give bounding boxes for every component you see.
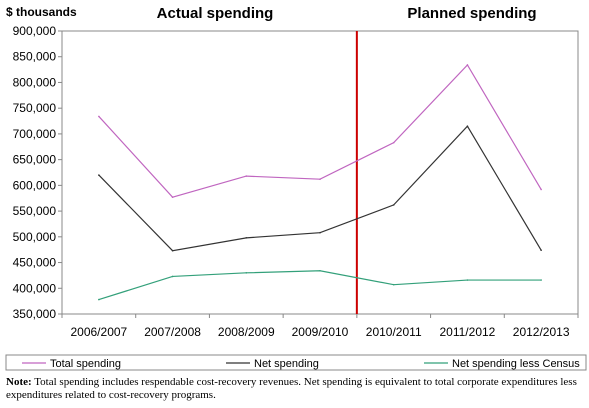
x-tick-label: 2009/2010 [292, 325, 349, 339]
y-tick-label: 850,000 [13, 50, 57, 64]
legend: Total spending Net spending Net spending l… [5, 354, 587, 371]
series-0-point [392, 141, 395, 144]
note-label: Note: [6, 376, 32, 388]
legend-box [5, 354, 587, 371]
series-line-2 [98, 270, 542, 301]
x-tick-label: 2007/2008 [144, 325, 201, 339]
series-0-point [466, 64, 469, 66]
x-tick-label: 2006/2007 [70, 325, 127, 339]
series-0-point [540, 188, 542, 191]
y-tick-label: 750,000 [13, 101, 57, 115]
section-label-planned: Planned spending [407, 5, 536, 22]
series-2-point [540, 279, 542, 281]
note-text: Total spending includes respendable cost… [6, 376, 577, 401]
series-1-point [392, 204, 395, 206]
y-tick-label: 700,000 [13, 127, 57, 141]
series-2-point [319, 269, 321, 272]
footnote: Note: Total spending includes respendabl… [6, 376, 586, 402]
y-tick-label: 900,000 [13, 24, 57, 38]
series-1-point [245, 237, 248, 239]
series-1-point [171, 249, 174, 252]
legend-label-1: Net spending [254, 358, 319, 370]
x-axis: 2006/2007 2007/2008 2008/2009 2009/2010 2010… [61, 314, 579, 339]
y-tick-label: 550,000 [13, 204, 57, 218]
y-tick-label: 650,000 [13, 153, 57, 167]
x-tick-label: 2008/2009 [218, 325, 275, 339]
series-2-point [171, 275, 174, 278]
y-tick-label: 800,000 [13, 75, 57, 89]
y-tick-label: 400,000 [13, 281, 57, 295]
y-axis: 350,000 400,000 450,000 500,000 550,000 600,0… [13, 24, 62, 321]
x-tick-label: 2012/2013 [513, 325, 570, 339]
series-2-point [98, 298, 100, 301]
y-tick-label: 450,000 [13, 256, 57, 270]
series-2-point [245, 272, 248, 274]
legend-label-0: Total spending [50, 358, 121, 370]
line-chart: $ thousands Actual spending Planned spen… [5, 5, 587, 371]
series-1-point [540, 249, 542, 251]
x-tick-label: 2011/2012 [440, 325, 496, 339]
legend-label-2: Net spending less Census [452, 358, 580, 370]
x-tick-label: 2010/2011 [366, 325, 422, 339]
y-tick-label: 600,000 [13, 178, 57, 192]
series-1-point [319, 231, 321, 234]
series-0-point [245, 175, 248, 177]
series-0-point [171, 196, 174, 198]
series-layer [98, 63, 542, 301]
y-unit-label: $ thousands [6, 5, 77, 19]
series-2-point [392, 283, 395, 286]
series-line-0 [98, 63, 542, 198]
y-tick-label: 350,000 [13, 307, 57, 321]
series-0-point [98, 115, 100, 118]
plot-area [61, 30, 579, 315]
y-tick-label: 500,000 [13, 230, 57, 244]
series-1-point [466, 125, 469, 127]
series-2-point [466, 279, 469, 281]
series-0-point [319, 178, 321, 180]
series-1-point [98, 174, 100, 176]
section-label-actual: Actual spending [157, 5, 274, 22]
